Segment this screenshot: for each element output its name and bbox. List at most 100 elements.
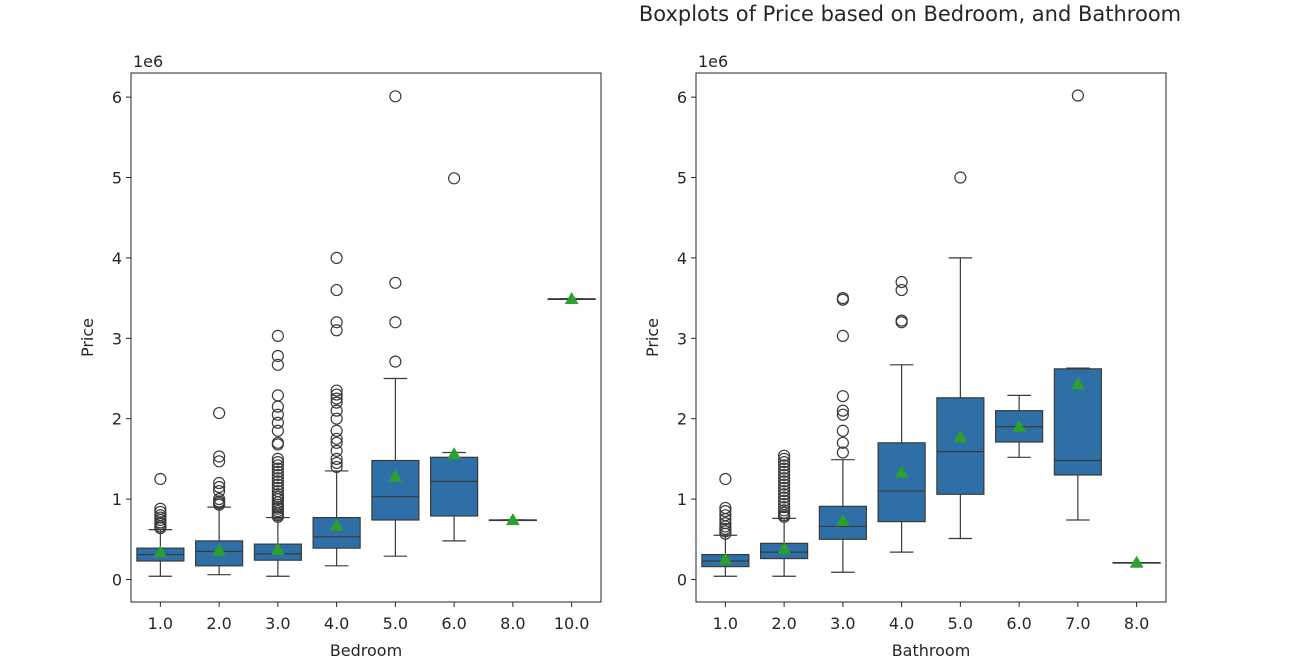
- box-3.0: [818, 292, 867, 573]
- outlier-point: [271, 358, 284, 371]
- outlier-point: [154, 502, 167, 515]
- outlier-point: [154, 505, 167, 519]
- x-axis-label: Bathroom: [892, 641, 971, 660]
- box-1.0: [136, 472, 185, 577]
- outlier-point: [389, 276, 402, 289]
- outlier-point: [271, 468, 284, 482]
- outlier-point: [778, 465, 791, 478]
- x-tick-label: 8.0: [500, 614, 525, 633]
- y-tick-label: 3: [677, 329, 687, 348]
- box-8.0: [1112, 555, 1161, 568]
- subplot-1: 0 1 2 3 4 5 6 1e6 Price Bedroom 1.0 2.0 3.0 4.0 5.0 6.0…: [78, 52, 602, 660]
- y-tick-label: 6: [112, 88, 122, 107]
- outlier-point: [330, 460, 343, 474]
- outlier-point: [836, 446, 849, 459]
- outlier-point: [271, 452, 284, 465]
- x-tick-label: 6.0: [441, 614, 466, 633]
- box-4.0: [877, 275, 926, 553]
- outlier-point: [778, 475, 791, 488]
- y-tick-label: 6: [677, 88, 687, 107]
- outlier-point: [271, 408, 284, 421]
- outlier-point: [330, 251, 343, 265]
- mean-marker: [1129, 555, 1144, 568]
- x-tick-label: 1.0: [713, 614, 738, 633]
- outlier-point: [895, 283, 908, 297]
- outlier-point: [719, 517, 732, 530]
- y-tick-label: 4: [112, 249, 122, 268]
- y-tick-label: 1: [112, 490, 122, 509]
- outlier-point: [836, 424, 849, 437]
- outlier-point: [330, 404, 343, 417]
- outlier-point: [330, 456, 343, 470]
- outlier-point: [330, 444, 343, 457]
- x-tick-label: 2.0: [771, 614, 796, 633]
- outlier-point: [271, 478, 284, 491]
- outlier-point: [836, 436, 849, 449]
- mean-marker: [835, 513, 850, 526]
- y-tick-label: 4: [677, 249, 687, 268]
- y-tick-label: 2: [677, 410, 687, 429]
- y-axis-label: Price: [643, 318, 662, 357]
- outlier-point: [271, 465, 284, 478]
- box-iqr: [371, 459, 420, 521]
- outlier-point: [154, 472, 167, 486]
- y-tick-label: 1: [677, 490, 687, 509]
- box-5.0: [936, 171, 985, 540]
- x-tick-label: 3.0: [830, 614, 855, 633]
- x-axis-label: Bedroom: [330, 641, 402, 660]
- x-tick-label: 4.0: [324, 614, 349, 633]
- outlier-point: [778, 491, 791, 504]
- outlier-point: [895, 275, 908, 289]
- outlier-point: [271, 484, 284, 498]
- mean-marker: [153, 545, 168, 558]
- outlier-point: [213, 450, 226, 463]
- outlier-point: [778, 484, 791, 498]
- outlier-point: [271, 424, 284, 437]
- x-tick-label: 1.0: [148, 614, 173, 633]
- outlier-point: [213, 406, 226, 420]
- outlier-point: [389, 355, 402, 368]
- mean-marker: [564, 291, 579, 305]
- y-tick-label: 2: [112, 410, 122, 429]
- outlier-point: [213, 455, 226, 468]
- outlier-point: [836, 408, 849, 421]
- box-iqr: [936, 397, 985, 495]
- x-tick-label: 5.0: [948, 614, 973, 633]
- outlier-point: [271, 459, 284, 472]
- x-tick-label: 10.0: [554, 614, 590, 633]
- x-tick-label: 7.0: [1065, 614, 1090, 633]
- outlier-point: [719, 501, 732, 515]
- outlier-point: [213, 476, 226, 490]
- x-tick-label: 8.0: [1124, 614, 1149, 633]
- y-tick-label: 5: [677, 169, 687, 188]
- outlier-point: [778, 488, 791, 501]
- x-tick-label: 3.0: [265, 614, 290, 633]
- outlier-point: [778, 497, 791, 511]
- axes-frame: [130, 72, 602, 603]
- x-tick-label: 4.0: [889, 614, 914, 633]
- outlier-point: [836, 390, 849, 403]
- mean-marker: [505, 512, 520, 526]
- outlier-point: [836, 404, 849, 417]
- outlier-point: [271, 329, 284, 342]
- outlier-point: [778, 472, 791, 485]
- outlier-point: [330, 436, 343, 449]
- box-10.0: [547, 291, 596, 305]
- box-3.0: [253, 329, 302, 577]
- outlier-point: [778, 494, 791, 507]
- outlier-point: [836, 292, 849, 305]
- outlier-point: [778, 449, 791, 462]
- outlier-point: [778, 478, 791, 491]
- outlier-point: [330, 432, 343, 445]
- outlier-point: [719, 509, 732, 522]
- outlier-point: [330, 384, 343, 397]
- outlier-point: [895, 314, 908, 327]
- outlier-point: [778, 462, 791, 475]
- outlier-point: [271, 475, 284, 488]
- box-5.0: [371, 90, 420, 557]
- y-tick-label: 0: [677, 570, 687, 589]
- box-4.0: [312, 251, 361, 567]
- mean-marker: [894, 465, 909, 478]
